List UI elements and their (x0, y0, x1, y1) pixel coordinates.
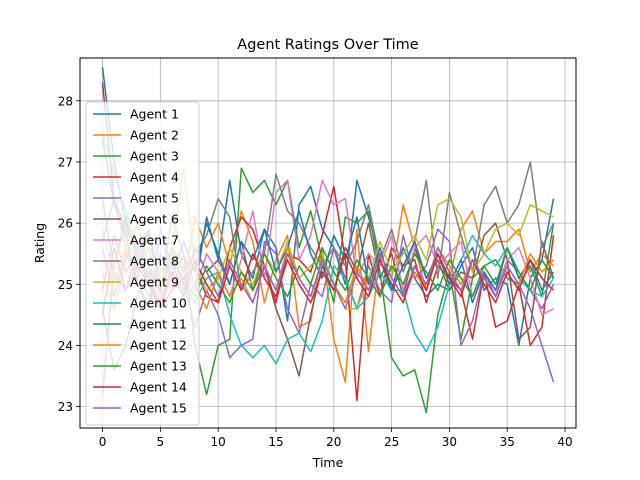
x-tick-label: 35 (500, 435, 515, 449)
plot-frame (79, 57, 577, 429)
legend-label: Agent 10 (130, 296, 187, 311)
x-tick-label: 5 (157, 435, 165, 449)
legend-label: Agent 9 (130, 275, 179, 290)
y-tick-label: 23 (58, 400, 73, 414)
chart-title: Agent Ratings Over Time (237, 37, 418, 53)
y-tick-label: 25 (58, 278, 73, 292)
x-tick-label: 0 (99, 435, 107, 449)
legend-label: Agent 4 (130, 170, 179, 185)
grid (80, 58, 576, 428)
x-tick-label: 40 (557, 435, 572, 449)
x-tick-label: 25 (384, 435, 399, 449)
legend-label: Agent 8 (130, 254, 179, 269)
y-tick-label: 28 (58, 94, 73, 108)
legend: Agent 1 Agent 2 Agent 3 Agent 4 Agent 5 Agent… (85, 101, 200, 426)
legend-label: Agent 7 (130, 233, 179, 248)
legend-label: Agent 6 (130, 212, 179, 227)
x-tick-label: 20 (326, 435, 341, 449)
legend-label: Agent 13 (130, 359, 187, 374)
y-tick-label: 26 (58, 217, 73, 231)
legend-label: Agent 1 (130, 107, 179, 122)
x-axis: 0 5 10 15 20 25 30 35 40 (99, 428, 573, 449)
legend-label: Agent 14 (130, 380, 187, 395)
legend-label: Agent 5 (130, 191, 179, 206)
y-axis-label: Rating (32, 223, 47, 263)
x-tick-label: 30 (442, 435, 457, 449)
y-tick-label: 27 (58, 155, 73, 169)
x-axis-label: Time (312, 455, 344, 470)
legend-label: Agent 3 (130, 149, 179, 164)
x-tick-label: 15 (268, 435, 283, 449)
y-tick-label: 24 (58, 339, 73, 353)
legend-label: Agent 12 (130, 338, 187, 353)
legend-label: Agent 2 (130, 128, 179, 143)
y-axis: 23 24 25 26 27 28 (58, 94, 80, 414)
x-tick-label: 10 (211, 435, 226, 449)
legend-label: Agent 15 (130, 401, 187, 416)
legend-label: Agent 11 (130, 317, 187, 332)
